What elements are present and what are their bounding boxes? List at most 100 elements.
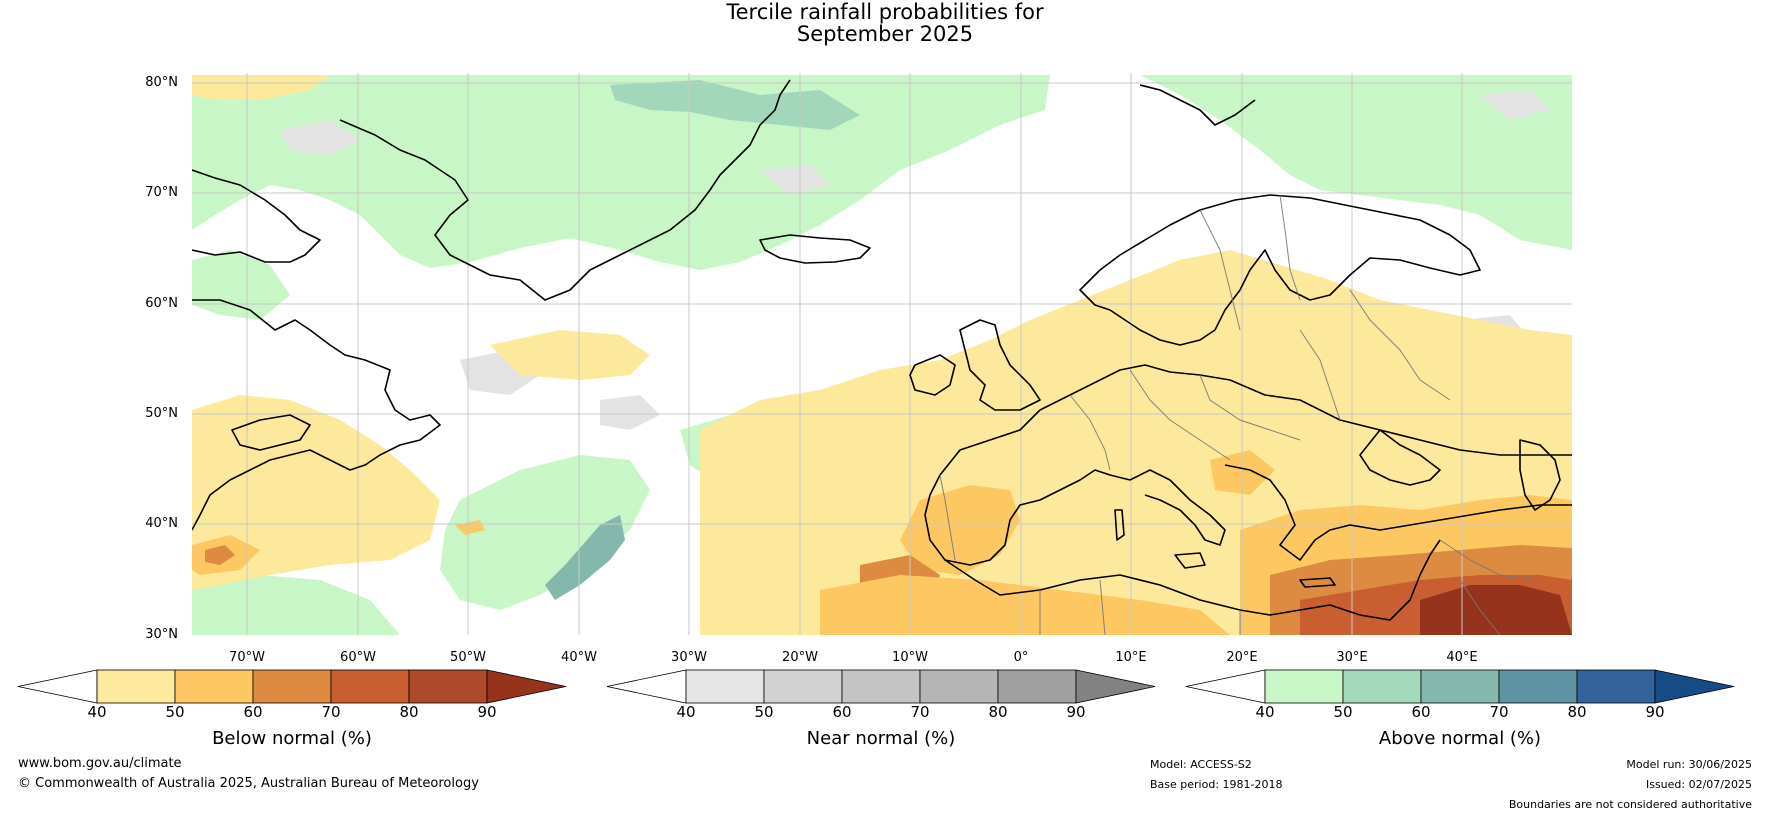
below-normal-atlantic-band bbox=[490, 330, 650, 380]
near-normal-colorbar-high-extension bbox=[1075, 669, 1156, 704]
above-tick-60: 60 bbox=[1411, 703, 1431, 721]
near-normal-patch-1 bbox=[280, 120, 360, 155]
border-north-africa-2 bbox=[1099, 579, 1106, 635]
border-iberia bbox=[939, 474, 956, 561]
above-tick-80: 80 bbox=[1567, 703, 1587, 721]
coast-black-sea bbox=[1359, 429, 1441, 486]
below-tick-60: 60 bbox=[243, 703, 263, 721]
coast-italy bbox=[1129, 469, 1226, 546]
above-normal-greenland-dark bbox=[610, 80, 860, 130]
country-borders bbox=[939, 194, 1541, 635]
near-normal-colorbar-segment bbox=[841, 669, 921, 704]
coast-iberia-france bbox=[924, 409, 1131, 566]
above-normal-arctic-east bbox=[1140, 75, 1572, 250]
above-tick-50: 50 bbox=[1333, 703, 1353, 721]
lat-label-70n: 70°N bbox=[145, 185, 178, 200]
border-france-germany bbox=[1069, 394, 1111, 471]
below-normal-canada-north bbox=[192, 75, 330, 100]
lon-label-30e: 30°E bbox=[1336, 650, 1368, 665]
above-tick-90: 90 bbox=[1645, 703, 1665, 721]
border-middle-east-2 bbox=[1459, 579, 1501, 635]
map-title-line-2: September 2025 bbox=[796, 22, 974, 46]
below-tick-90: 90 bbox=[477, 703, 497, 721]
above-normal-colorbar-segment bbox=[1498, 669, 1578, 704]
near-tick-80: 80 bbox=[988, 703, 1008, 721]
lat-label-30n: 30°N bbox=[145, 627, 178, 642]
above-normal-subtropical-west bbox=[192, 575, 400, 635]
lon-label-50w: 50°W bbox=[450, 650, 486, 665]
below-normal-middle-east-peak bbox=[1420, 585, 1572, 635]
coast-labrador-newfoundland bbox=[192, 299, 441, 531]
border-eastern-europe bbox=[1299, 329, 1341, 421]
near-normal-colorbar-low-extension bbox=[606, 669, 687, 704]
near-normal-colorbar-segment bbox=[997, 669, 1077, 704]
border-middle-east-1 bbox=[1439, 539, 1541, 581]
below-normal-colorbar-segment bbox=[96, 669, 176, 704]
near-normal-colorbar-segment bbox=[919, 669, 999, 704]
map-gridlines bbox=[192, 73, 1572, 635]
above-normal-colorbar-low-extension bbox=[1185, 669, 1266, 704]
lon-label-10e: 10°E bbox=[1115, 650, 1147, 665]
near-normal-patch-3 bbox=[600, 395, 660, 430]
near-normal-colorbar-segment bbox=[685, 669, 765, 704]
below-normal-colorbar bbox=[17, 669, 567, 704]
coast-sicily bbox=[1174, 552, 1206, 569]
coast-crete bbox=[1299, 577, 1336, 588]
near-normal-colorbar-title: Near normal (%) bbox=[806, 728, 956, 749]
coast-balkans-greece bbox=[1224, 464, 1572, 561]
near-tick-90: 90 bbox=[1066, 703, 1086, 721]
above-normal-colorbar-segment bbox=[1264, 669, 1344, 704]
border-eastern-europe-2 bbox=[1349, 289, 1451, 401]
near-normal-patch-5 bbox=[1480, 90, 1550, 120]
above-normal-atlantic-core bbox=[545, 515, 625, 600]
map-title-line-1: Tercile rainfall probabilities for bbox=[726, 0, 1044, 24]
coast-caspian bbox=[1519, 439, 1561, 511]
footer-disclaimer: Boundaries are not considered authoritat… bbox=[1508, 798, 1752, 811]
lon-label-70w: 70°W bbox=[229, 650, 265, 665]
lon-label-20e: 20°E bbox=[1226, 650, 1258, 665]
border-norway-sweden bbox=[1279, 194, 1301, 301]
above-normal-colorbar-high-extension bbox=[1654, 669, 1735, 704]
lon-label-30w: 30°W bbox=[671, 650, 707, 665]
border-central-europe-1 bbox=[1129, 369, 1231, 461]
coastlines bbox=[192, 79, 1572, 621]
lon-label-20w: 20°W bbox=[782, 650, 818, 665]
footer-copyright: © Commonwealth of Australia 2025, Austra… bbox=[18, 776, 479, 791]
above-normal-colorbar-segment bbox=[1576, 669, 1656, 704]
above-normal-colorbar-segment bbox=[1420, 669, 1500, 704]
above-normal-colorbar-segment bbox=[1342, 669, 1422, 704]
coast-baffin-canada-north bbox=[192, 169, 321, 263]
below-normal-colorbar-segment bbox=[330, 669, 410, 704]
above-tick-40: 40 bbox=[1255, 703, 1275, 721]
coast-corsica-sardinia bbox=[1114, 509, 1125, 541]
border-scandinavia bbox=[1199, 209, 1241, 331]
below-tick-50: 50 bbox=[165, 703, 185, 721]
coast-uk-ireland bbox=[959, 319, 1041, 411]
footer-model-run: Model run: 30/06/2025 bbox=[1626, 758, 1752, 771]
below-normal-north-africa bbox=[820, 575, 1230, 635]
below-normal-west-atlantic-core bbox=[205, 545, 235, 565]
below-normal-colorbar-low-extension bbox=[17, 669, 98, 704]
below-tick-40: 40 bbox=[87, 703, 107, 721]
footer-website: www.bom.gov.au/climate bbox=[18, 756, 182, 771]
lon-label-40w: 40°W bbox=[561, 650, 597, 665]
coast-gulf-st-lawrence bbox=[231, 414, 311, 451]
lat-label-50n: 50°N bbox=[145, 406, 178, 421]
coast-svalbard-north bbox=[1139, 84, 1256, 126]
near-tick-60: 60 bbox=[832, 703, 852, 721]
coast-continental-europe bbox=[1039, 364, 1572, 456]
below-normal-colorbar-high-extension bbox=[486, 669, 567, 704]
below-normal-north-america-east bbox=[192, 395, 440, 590]
above-normal-atlantic-south bbox=[440, 455, 650, 610]
above-normal-colorbar bbox=[1185, 669, 1735, 704]
near-tick-40: 40 bbox=[676, 703, 696, 721]
coast-ireland bbox=[909, 354, 956, 396]
lat-label-80n: 80°N bbox=[145, 75, 178, 90]
lon-label-40e: 40°E bbox=[1446, 650, 1478, 665]
footer-base-period: Base period: 1981-2018 bbox=[1150, 778, 1283, 791]
lon-label-60w: 60°W bbox=[340, 650, 376, 665]
footer-model: Model: ACCESS-S2 bbox=[1150, 758, 1252, 771]
coast-scandinavia bbox=[1079, 194, 1481, 346]
